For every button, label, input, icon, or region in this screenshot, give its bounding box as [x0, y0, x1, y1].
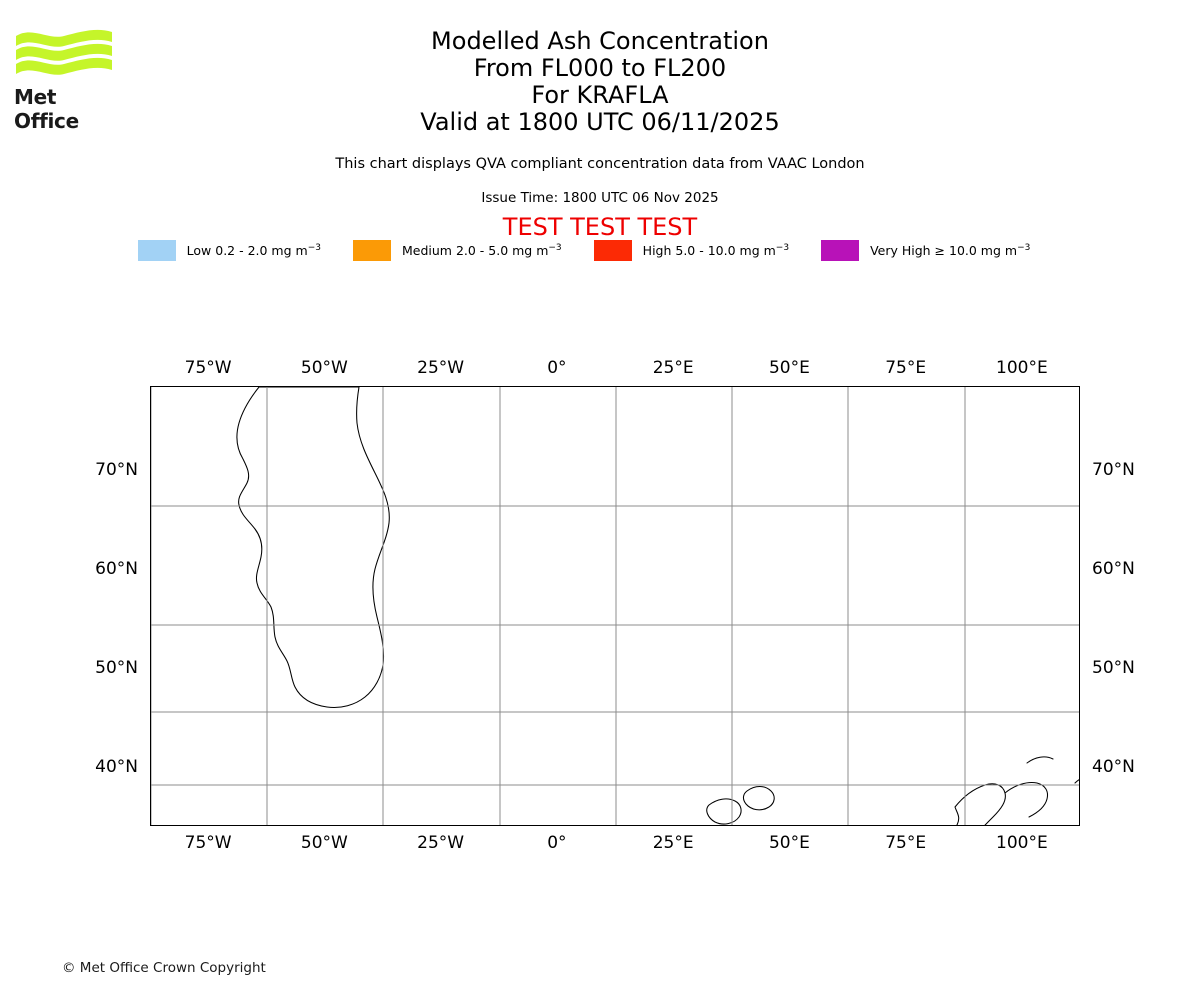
- lon-tick-bottom-0: 75°W: [184, 833, 232, 853]
- lon-tick-top-0: 75°W: [184, 358, 232, 378]
- lat-tick-left-1: 60°N: [95, 558, 138, 579]
- data-source-note: This chart displays QVA compliant concen…: [335, 156, 865, 172]
- legend-medium-label: Medium 2.0 - 5.0 mg m−3: [401, 242, 562, 259]
- page-title: Modelled Ash Concentration From FL000 to…: [0, 28, 1200, 136]
- lon-tick-bottom-3: 0°: [547, 833, 567, 853]
- concentration-legend: Low 0.2 - 2.0 mg m−3 Medium 2.0 - 5.0 mg …: [0, 240, 1200, 261]
- lon-tick-top-3: 0°: [547, 358, 567, 378]
- legend-low: Low 0.2 - 2.0 mg m−3: [137, 240, 353, 261]
- coastlines: [236, 387, 1079, 825]
- map-frame: [150, 386, 1080, 826]
- legend-medium-swatch: [352, 240, 391, 261]
- lon-tick-bottom-2: 25°W: [417, 833, 465, 853]
- legend-high: High 5.0 - 10.0 mg m−3: [593, 240, 821, 261]
- legend-very-high-label: Very High ≥ 10.0 mg m−3: [870, 242, 1031, 259]
- lat-tick-right-2: 50°N: [1092, 657, 1135, 678]
- lon-tick-bottom-6: 75°E: [885, 833, 927, 853]
- title-line-1: Modelled Ash Concentration: [431, 27, 769, 55]
- lat-tick-right-0: 70°N: [1092, 460, 1135, 481]
- lat-tick-right-1: 60°N: [1092, 558, 1135, 579]
- ash-concentration-map: 75°W 50°W 25°W 0° 25°E 50°E 75°E 100°E 75°W 50°W…: [95, 358, 1135, 853]
- copyright-notice: © Met Office Crown Copyright: [62, 960, 266, 976]
- lon-tick-bottom-5: 50°E: [768, 833, 810, 853]
- issue-time-label: Issue Time: 1800 UTC 06 Nov 2025: [481, 190, 719, 206]
- legend-very-high-swatch: [821, 240, 860, 261]
- map-canvas: [151, 387, 1079, 825]
- legend-high-swatch: [593, 240, 632, 261]
- lat-tick-left-0: 70°N: [95, 460, 138, 481]
- lat-tick-right-3: 40°N: [1092, 756, 1135, 777]
- lon-tick-top-1: 50°W: [300, 358, 348, 378]
- title-line-4: Valid at 1800 UTC 06/11/2025: [420, 108, 780, 136]
- legend-medium: Medium 2.0 - 5.0 mg m−3: [352, 240, 594, 261]
- met-office-wordmark: Met Office: [14, 85, 79, 133]
- map-gridlines: [151, 387, 1079, 825]
- lat-tick-left-3: 40°N: [95, 756, 138, 777]
- legend-low-label: Low 0.2 - 2.0 mg m−3: [186, 242, 321, 259]
- lon-tick-bottom-1: 50°W: [300, 833, 348, 853]
- test-banner: TEST TEST TEST: [502, 213, 698, 241]
- lon-tick-top-4: 25°E: [652, 358, 694, 378]
- title-line-2: From FL000 to FL200: [473, 54, 727, 82]
- lon-tick-top-7: 100°E: [996, 358, 1048, 378]
- legend-low-swatch: [137, 240, 176, 261]
- lon-tick-top-5: 50°E: [768, 358, 810, 378]
- met-office-logo: Met Office: [14, 28, 124, 133]
- lon-tick-top-2: 25°W: [417, 358, 465, 378]
- lon-tick-bottom-4: 25°E: [652, 833, 694, 853]
- lon-tick-bottom-7: 100°E: [996, 833, 1048, 853]
- legend-very-high: Very High ≥ 10.0 mg m−3: [821, 240, 1062, 261]
- lat-tick-left-2: 50°N: [95, 657, 138, 678]
- lon-tick-top-6: 75°E: [885, 358, 927, 378]
- legend-high-label: High 5.0 - 10.0 mg m−3: [642, 242, 790, 259]
- met-office-wave-mark: [16, 29, 112, 75]
- title-line-3: For KRAFLA: [531, 81, 669, 109]
